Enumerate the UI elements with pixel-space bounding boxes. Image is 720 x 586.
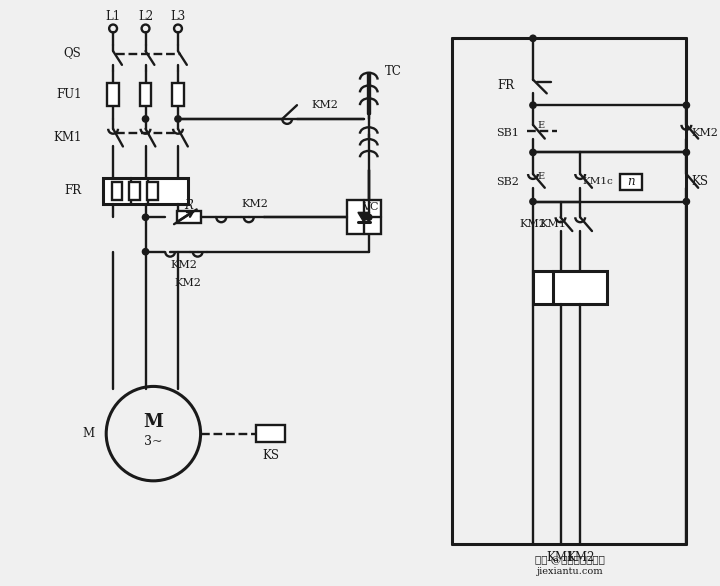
Circle shape: [530, 35, 536, 42]
Text: M: M: [143, 413, 163, 431]
Text: L1: L1: [106, 10, 121, 23]
Bar: [177, 212, 201, 223]
Circle shape: [530, 199, 536, 205]
Polygon shape: [358, 212, 370, 222]
Text: FR: FR: [65, 184, 81, 197]
Text: 知乎 @杭龙电气成培训: 知乎 @杭龙电气成培训: [536, 555, 606, 564]
Circle shape: [143, 214, 149, 220]
Circle shape: [683, 102, 690, 108]
Text: SB2: SB2: [496, 177, 519, 187]
Circle shape: [530, 149, 536, 155]
Bar: [534, 271, 588, 304]
Text: E: E: [537, 121, 544, 130]
Text: KM1: KM1: [539, 219, 566, 229]
Circle shape: [530, 102, 536, 108]
Bar: [140, 83, 151, 106]
Text: FR: FR: [497, 79, 514, 92]
Text: KM2: KM2: [171, 260, 197, 271]
Text: FU1: FU1: [56, 88, 81, 101]
Text: KM1: KM1: [53, 131, 81, 144]
Circle shape: [683, 199, 690, 205]
Text: KM1: KM1: [546, 551, 575, 564]
Text: L2: L2: [138, 10, 153, 23]
Circle shape: [366, 214, 372, 220]
Text: KM2: KM2: [566, 551, 595, 564]
Text: VC: VC: [362, 202, 379, 213]
Circle shape: [175, 116, 181, 122]
Text: KM1c: KM1c: [582, 178, 613, 186]
Text: jiexiantu.com: jiexiantu.com: [537, 567, 603, 576]
Text: KS: KS: [262, 449, 279, 462]
Text: KM2: KM2: [174, 278, 202, 288]
Bar: [130, 182, 140, 200]
Circle shape: [683, 149, 690, 155]
Text: M: M: [82, 427, 94, 440]
Text: KS: KS: [691, 175, 708, 188]
Text: L3: L3: [171, 10, 186, 23]
Bar: [553, 271, 607, 304]
Bar: [256, 425, 285, 442]
Text: TC: TC: [385, 65, 402, 79]
Text: n: n: [628, 175, 635, 188]
Text: KM2: KM2: [691, 128, 718, 138]
Bar: [107, 83, 119, 106]
Bar: [103, 178, 188, 203]
Bar: [346, 200, 381, 234]
Text: E: E: [537, 172, 544, 182]
Text: KM2: KM2: [241, 199, 268, 209]
Text: KM2: KM2: [311, 100, 338, 110]
Bar: [172, 83, 184, 106]
Bar: [112, 182, 122, 200]
Text: 3~: 3~: [144, 435, 163, 448]
Circle shape: [143, 248, 149, 255]
Text: KM2: KM2: [520, 219, 546, 229]
Bar: [621, 173, 642, 190]
Text: R: R: [184, 199, 193, 212]
Bar: [147, 182, 158, 200]
Text: SB1: SB1: [496, 128, 519, 138]
Text: QS: QS: [64, 46, 81, 60]
Circle shape: [143, 116, 149, 122]
